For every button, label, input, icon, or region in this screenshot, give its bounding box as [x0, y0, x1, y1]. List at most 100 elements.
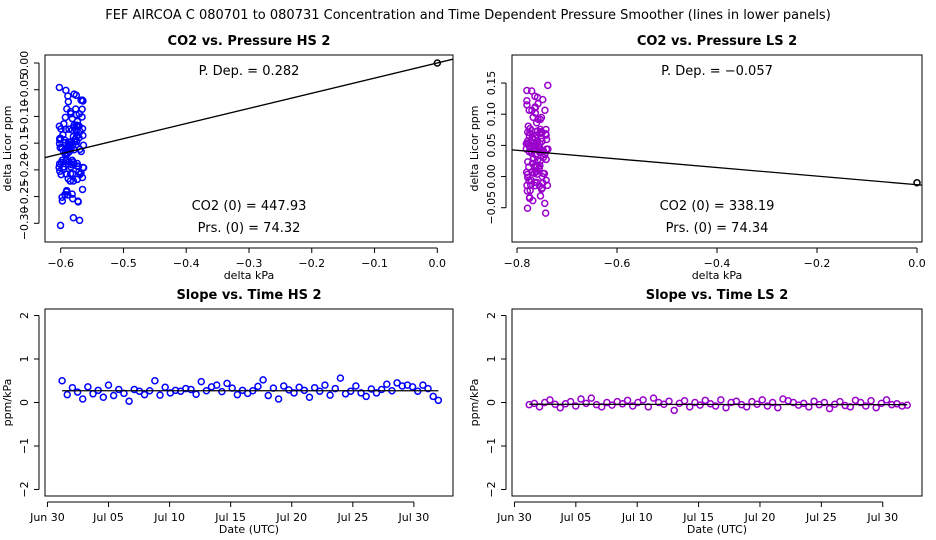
data-point — [717, 396, 725, 404]
data-point — [367, 385, 376, 393]
data-point — [523, 173, 532, 182]
data-point — [582, 399, 590, 408]
data-point — [69, 177, 78, 185]
data-point — [331, 384, 340, 393]
data-point — [58, 197, 67, 205]
data-point — [539, 147, 548, 155]
pressure-zero-label: Prs. (0) = 74.32 — [198, 221, 301, 236]
data-point — [78, 124, 87, 133]
data-point — [357, 389, 365, 397]
y-tick-label: 0.00 — [485, 164, 498, 189]
y-tick-label: 0.15 — [485, 71, 498, 96]
data-point — [78, 395, 87, 403]
fit-line — [512, 149, 922, 186]
y-tick-label: 1 — [18, 356, 31, 363]
data-point — [529, 155, 538, 163]
data-point — [352, 382, 360, 390]
data-point — [212, 381, 221, 389]
data-point — [525, 193, 534, 202]
y-axis-label: ppm/kPa — [1, 379, 14, 427]
panel-title: CO2 vs. Pressure HS 2 — [168, 34, 331, 49]
data-point — [623, 396, 632, 405]
data-point — [151, 377, 159, 385]
y-tick-label: −0.25 — [18, 180, 31, 214]
data-point — [73, 388, 82, 396]
data-point — [629, 402, 637, 410]
x-tick-label: Jun 30 — [29, 511, 65, 524]
x-axis-label: delta kPa — [692, 269, 743, 282]
plot-area — [525, 394, 912, 415]
data-point — [534, 115, 542, 123]
x-tick-label: −0.2 — [804, 257, 831, 270]
x-tick-label: −0.4 — [704, 257, 731, 270]
data-point — [254, 382, 262, 391]
data-point — [523, 86, 531, 95]
data-point — [64, 97, 73, 106]
data-point — [65, 145, 74, 154]
y-tick-label: 0 — [485, 399, 498, 406]
y-tick-label: −0.05 — [485, 191, 498, 225]
data-point — [99, 393, 108, 402]
y-tick-label: −1 — [485, 438, 498, 454]
data-point — [197, 377, 206, 386]
chart-slope-vs-time-ls: Slope vs. Time LS 2 Jun 30 Jul 05 Jul 10 Jul… — [468, 288, 923, 536]
data-point — [326, 391, 334, 399]
data-point — [820, 398, 829, 407]
data-point — [274, 395, 283, 403]
data-point — [546, 396, 554, 404]
x-tick-label: 0.0 — [908, 257, 926, 270]
y-tick-label: 2 — [485, 312, 498, 319]
data-point — [862, 402, 870, 410]
plot-area — [58, 374, 443, 405]
data-point — [701, 396, 710, 405]
data-point — [62, 170, 70, 178]
data-point — [544, 81, 552, 90]
y-tick-label: 0 — [18, 399, 31, 406]
data-point — [68, 156, 76, 165]
x-tick-label: −0.2 — [298, 257, 325, 270]
data-point — [66, 108, 75, 116]
data-point — [526, 181, 535, 189]
data-point — [805, 403, 813, 411]
x-tick-label: Jul 10 — [153, 511, 185, 524]
data-point — [192, 390, 200, 398]
y-tick-label: −0.15 — [18, 126, 31, 160]
x-tick-label: Jul 05 — [92, 511, 124, 524]
data-point — [58, 377, 66, 385]
panel-title: Slope vs. Time LS 2 — [646, 288, 789, 303]
data-point — [532, 161, 541, 170]
x-axis-label: Date (UTC) — [687, 523, 747, 536]
y-axis-label: ppm/kPa — [468, 379, 481, 427]
data-point — [541, 106, 549, 115]
x-tick-label: −0.5 — [110, 257, 137, 270]
y-tick-label: −0.30 — [18, 206, 31, 240]
data-point — [58, 193, 66, 202]
data-point — [523, 96, 531, 105]
data-point — [61, 113, 70, 122]
data-point — [57, 170, 65, 179]
data-point — [78, 185, 87, 194]
data-point — [882, 396, 891, 404]
data-point — [722, 403, 730, 412]
data-point — [79, 97, 87, 105]
data-point — [524, 122, 533, 130]
data-point — [867, 397, 875, 405]
data-point — [74, 162, 83, 171]
pressure-dependence-label: P. Dep. = 0.282 — [199, 64, 300, 79]
data-point — [264, 391, 273, 400]
x-tick-label: Jul 20 — [275, 511, 307, 524]
data-point — [56, 134, 64, 143]
data-point — [74, 198, 82, 206]
data-point — [70, 121, 78, 129]
chart-slope-vs-time-hs: Slope vs. Time HS 2 Jun 30 Jul 05 Jul 10 Jul… — [1, 288, 454, 536]
data-point — [336, 374, 345, 382]
data-point — [540, 169, 549, 178]
data-point — [305, 393, 314, 402]
data-point — [528, 106, 536, 115]
data-point — [65, 142, 73, 151]
data-point — [639, 396, 647, 404]
y-tick-label: 1 — [485, 356, 498, 363]
data-point — [670, 406, 678, 415]
data-point — [577, 395, 585, 403]
